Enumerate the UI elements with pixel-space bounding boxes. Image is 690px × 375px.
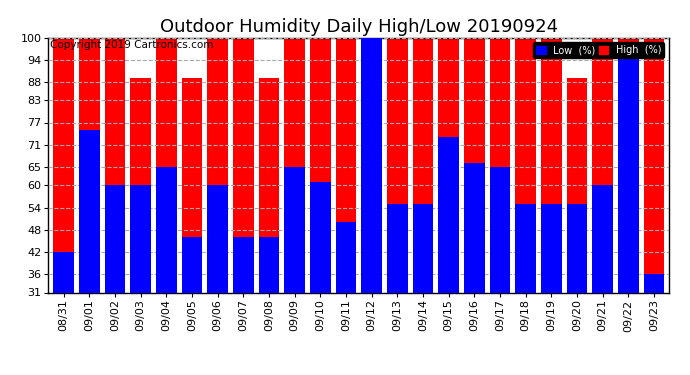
Bar bbox=[284, 167, 305, 375]
Text: Copyright 2019 Cartronics.com: Copyright 2019 Cartronics.com bbox=[50, 40, 213, 50]
Bar bbox=[156, 167, 177, 375]
Bar bbox=[362, 38, 382, 375]
Bar bbox=[644, 274, 664, 375]
Bar bbox=[566, 78, 587, 375]
Bar bbox=[515, 38, 536, 375]
Bar bbox=[566, 204, 587, 375]
Bar bbox=[79, 130, 99, 375]
Bar bbox=[592, 38, 613, 375]
Legend: Low  (%), High  (%): Low (%), High (%) bbox=[533, 42, 664, 58]
Bar bbox=[79, 38, 99, 375]
Bar bbox=[413, 204, 433, 375]
Bar bbox=[130, 78, 151, 375]
Bar bbox=[259, 237, 279, 375]
Bar bbox=[413, 38, 433, 375]
Bar bbox=[208, 38, 228, 375]
Bar bbox=[515, 204, 536, 375]
Bar bbox=[490, 167, 510, 375]
Bar bbox=[233, 237, 254, 375]
Bar bbox=[387, 38, 408, 375]
Title: Outdoor Humidity Daily High/Low 20190924: Outdoor Humidity Daily High/Low 20190924 bbox=[160, 18, 558, 36]
Bar bbox=[181, 237, 202, 375]
Bar bbox=[156, 38, 177, 375]
Bar bbox=[464, 163, 484, 375]
Bar bbox=[438, 137, 459, 375]
Bar bbox=[464, 38, 484, 375]
Bar bbox=[644, 38, 664, 375]
Bar bbox=[438, 38, 459, 375]
Bar bbox=[105, 185, 126, 375]
Bar bbox=[618, 56, 638, 375]
Bar bbox=[592, 185, 613, 375]
Bar bbox=[310, 38, 331, 375]
Bar bbox=[208, 185, 228, 375]
Bar bbox=[618, 38, 638, 375]
Bar bbox=[233, 38, 254, 375]
Bar bbox=[336, 38, 356, 375]
Bar bbox=[105, 38, 126, 375]
Bar bbox=[541, 204, 562, 375]
Bar bbox=[53, 38, 74, 375]
Bar bbox=[259, 78, 279, 375]
Bar bbox=[284, 38, 305, 375]
Bar bbox=[387, 204, 408, 375]
Bar bbox=[362, 38, 382, 375]
Bar bbox=[336, 222, 356, 375]
Bar bbox=[541, 38, 562, 375]
Bar bbox=[181, 78, 202, 375]
Bar bbox=[310, 182, 331, 375]
Bar bbox=[130, 185, 151, 375]
Bar bbox=[490, 38, 510, 375]
Bar bbox=[53, 252, 74, 375]
